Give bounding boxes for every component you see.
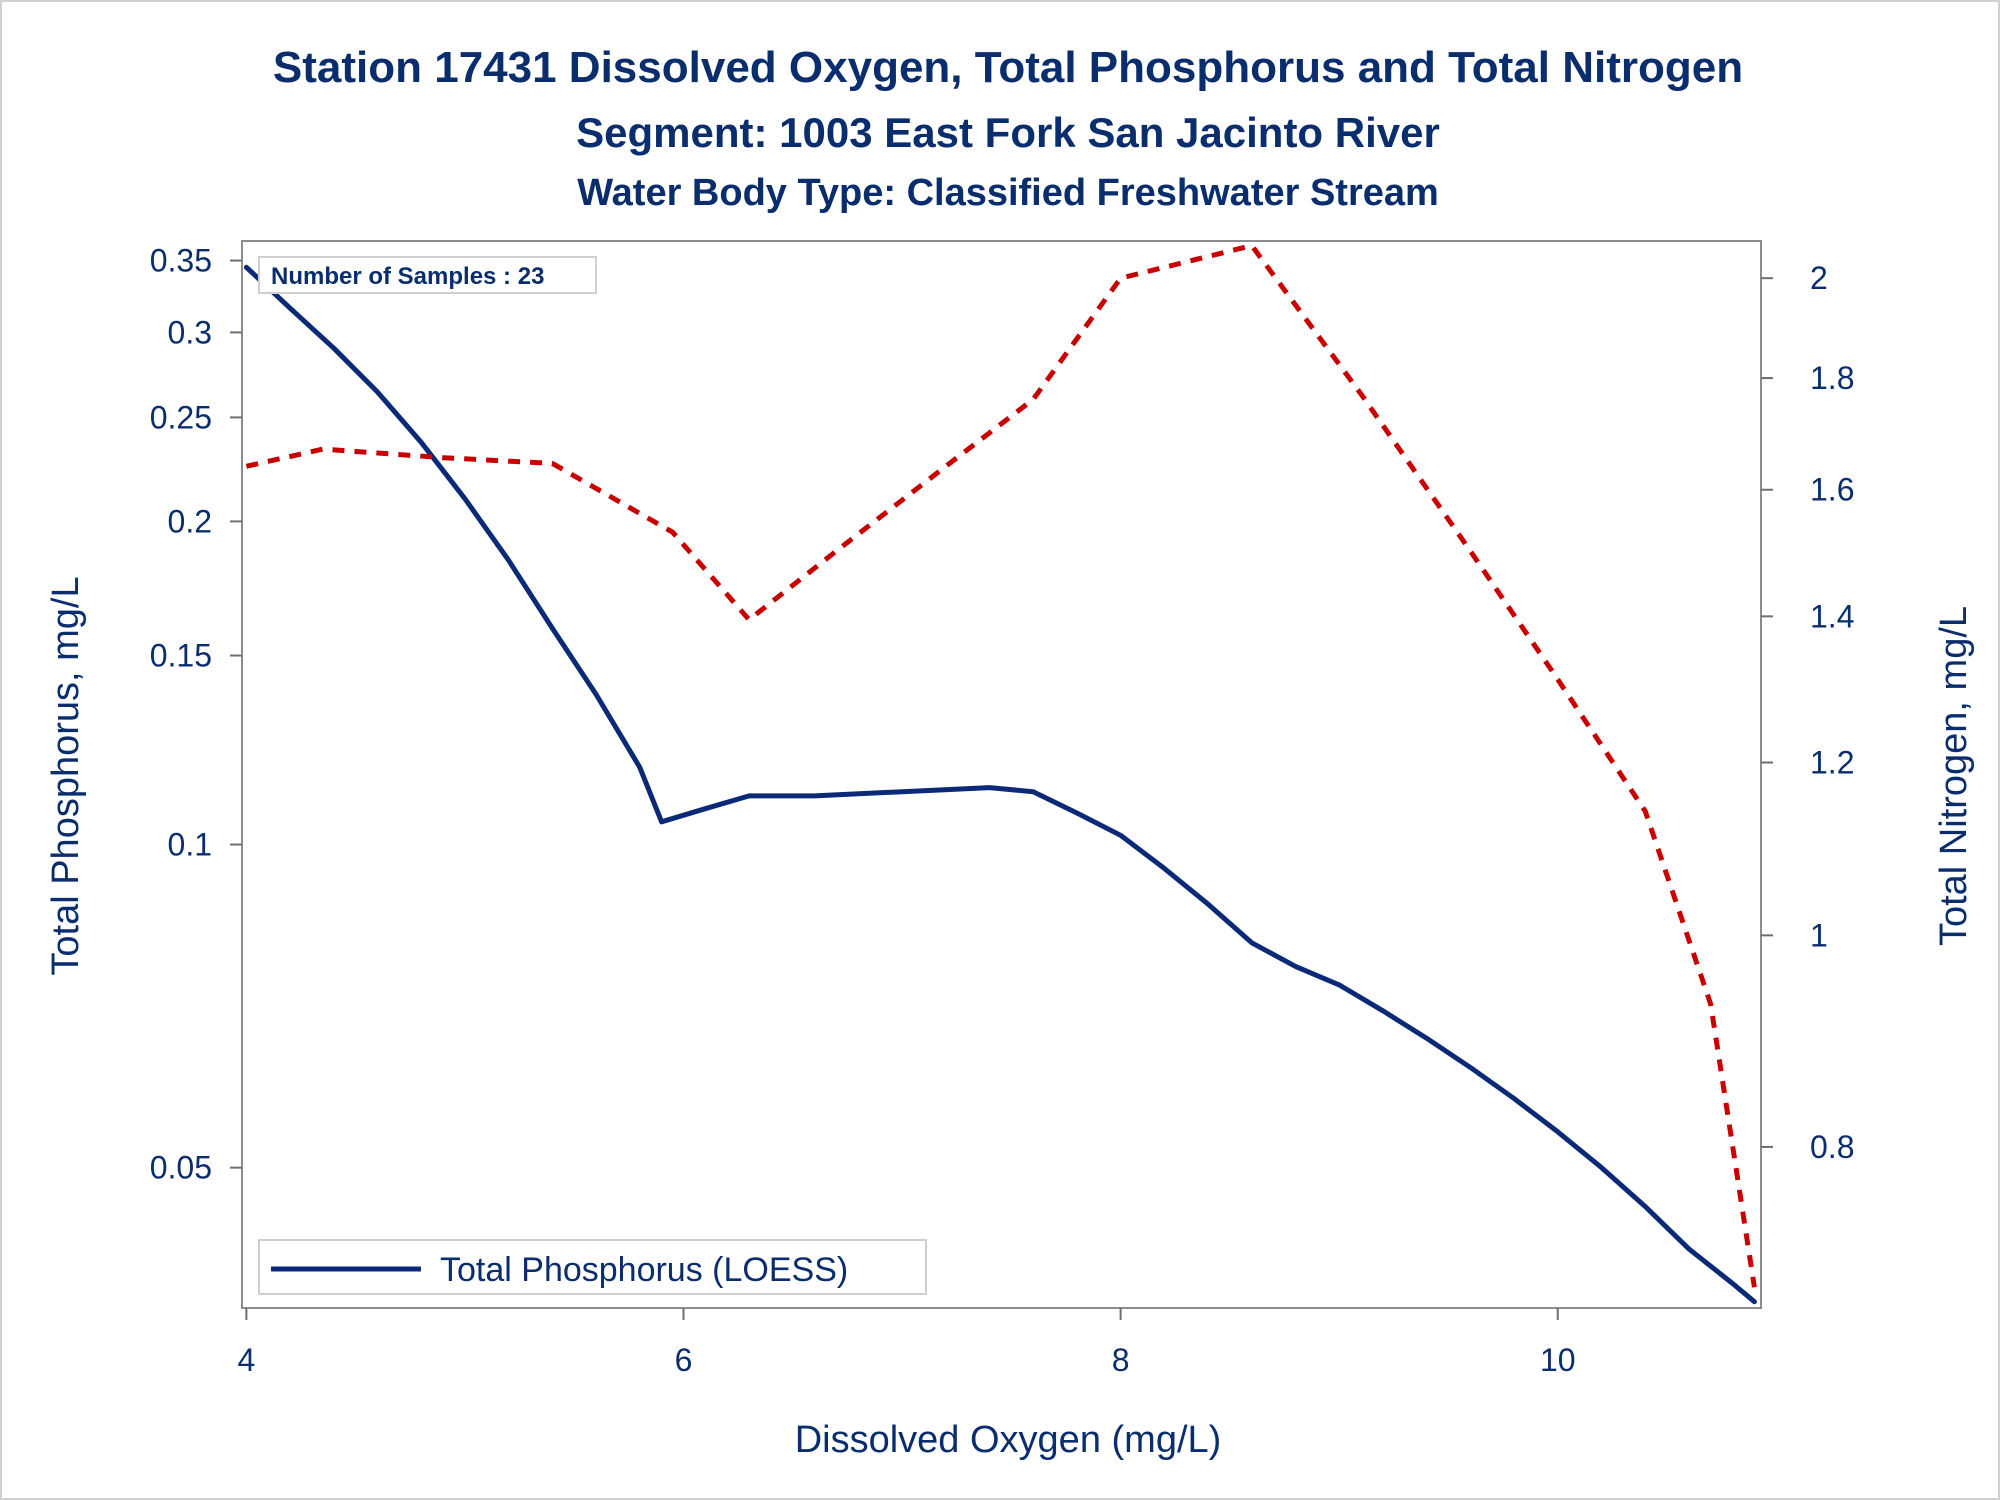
y-tick-label: 0.1 [168,827,212,863]
x-tick-label: 4 [237,1342,255,1378]
y-tick-label: 0.2 [168,503,212,539]
samples-annotation-box [258,256,597,294]
axis-layer: 4 6 8 10 0.35 0.3 0.25 0.2 0.15 0.1 0.05 2 1.8 1.6 1.4… [150,243,1855,1378]
series-layer [243,243,1757,1305]
y-tick-label: 0.25 [150,399,212,435]
x-tick-label: 8 [1112,1342,1130,1378]
chart-title: Station 17431 Dissolved Oxygen, Total Ph… [273,43,1743,92]
y-tick-label: 0.15 [150,638,212,674]
y-axis-label: Total Phosphorus, mg/L [45,576,87,975]
y2-tick-label: 1.2 [1810,744,1854,780]
legend-label-total-phosphorus: Total Phosphorus (LOESS) [440,1251,848,1289]
y2-tick-label: 1.4 [1810,598,1854,634]
y2-tick-label: 1.8 [1810,360,1854,396]
y2-tick-label: 1.6 [1810,472,1854,508]
samples-annotation: Number of Samples : 23 [271,263,544,290]
y2-axis-label: Total Nitrogen, mg/L [1933,606,1975,946]
series-line-total-nitrogen [245,243,1757,1288]
chart-subtitle-2: Water Body Type: Classified Freshwater S… [577,172,1439,214]
chart-subtitle: Segment: 1003 East Fork San Jacinto Rive… [576,109,1440,156]
x-tick-label: 6 [675,1342,693,1378]
y-tick-label: 0.35 [150,243,212,279]
legend: Total Phosphorus (LOESS) [258,1239,927,1295]
y2-tick-label: 2 [1810,260,1828,296]
plot-area [241,240,1762,1309]
y-tick-label: 0.3 [168,314,212,350]
y2-tick-label: 0.8 [1810,1129,1854,1165]
y2-tick-label: 1 [1810,917,1828,953]
y-tick-label: 0.05 [150,1150,212,1186]
series-line-total-phosphorus [243,264,1757,1305]
x-tick-label: 10 [1540,1342,1576,1378]
x-axis-label: Dissolved Oxygen (mg/L) [795,1419,1222,1461]
